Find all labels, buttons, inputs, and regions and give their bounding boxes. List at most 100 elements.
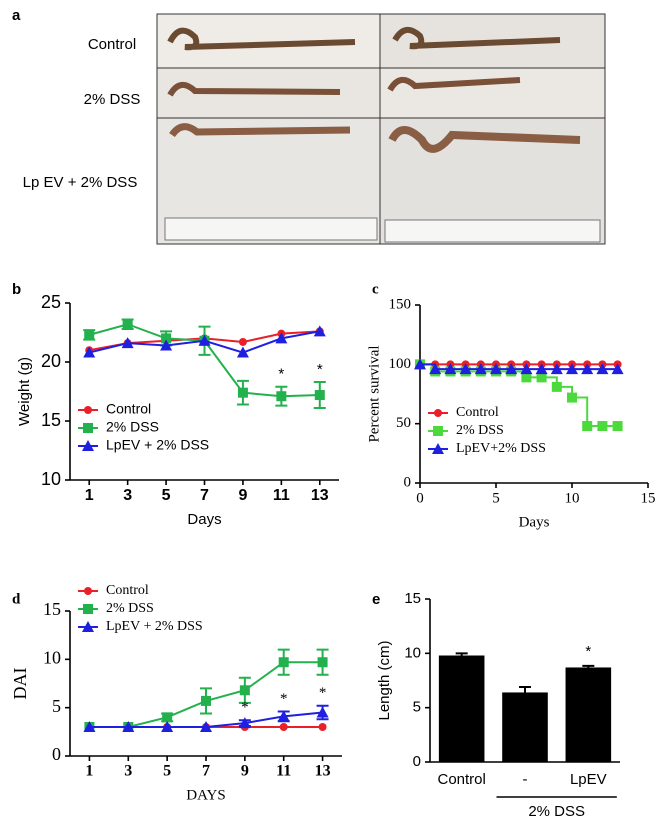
x-tick-label: - [523, 771, 528, 788]
marker [433, 426, 443, 436]
marker [597, 421, 608, 432]
annotation: * [241, 700, 249, 716]
marker [277, 710, 290, 722]
panel-label: c [372, 281, 379, 297]
x-tick-label: 5 [163, 763, 171, 780]
y-tick-label: 5 [413, 699, 421, 716]
marker [474, 363, 487, 375]
marker [596, 363, 609, 375]
marker [162, 712, 173, 723]
colon [388, 126, 581, 153]
marker [238, 717, 251, 729]
marker [201, 695, 211, 706]
y-tick-label: 10 [43, 647, 61, 667]
panel-label: a [12, 7, 21, 24]
legend-label: 2% DSS [456, 423, 504, 438]
marker [429, 363, 442, 375]
y-tick-label: 10 [41, 469, 61, 489]
ruler [384, 219, 601, 243]
y-tick-label: 25 [41, 292, 61, 312]
marker [198, 334, 211, 346]
marker [279, 723, 288, 731]
x-tick-label: 1 [85, 487, 94, 504]
marker [121, 337, 134, 349]
marker [505, 363, 518, 375]
y-tick-label: 0 [413, 753, 421, 770]
ruler [164, 217, 378, 241]
row-label: Control [88, 36, 136, 53]
marker [612, 421, 623, 432]
marker [314, 390, 325, 401]
marker [83, 721, 96, 732]
x-tick-label: 5 [492, 490, 500, 506]
y-tick-label: 150 [389, 296, 412, 312]
x-tick-label: 3 [123, 487, 132, 504]
x-tick-label: 3 [124, 763, 132, 780]
panel-label: d [12, 591, 21, 607]
error-bar [455, 652, 468, 656]
marker [239, 685, 250, 696]
row-label: 2% DSS [84, 91, 141, 108]
annotation: * [278, 366, 284, 383]
marker [83, 346, 96, 358]
marker [83, 604, 93, 614]
colon [169, 123, 351, 138]
legend-label: 2% DSS [106, 601, 154, 616]
legend-label: Control [106, 583, 149, 598]
marker [536, 372, 547, 383]
marker [490, 363, 502, 375]
colon [387, 77, 521, 92]
x-tick-label: 13 [311, 487, 329, 504]
x-tick-label: 11 [273, 487, 290, 504]
y-tick-label: 10 [404, 644, 421, 661]
x-tick-label: 13 [315, 763, 331, 780]
y-tick-label: 5 [52, 696, 61, 716]
marker [237, 387, 248, 398]
marker [434, 409, 442, 417]
marker [551, 381, 562, 392]
x-tick-label: 7 [202, 763, 210, 780]
marker [444, 363, 457, 375]
panel-label: b [12, 281, 21, 298]
x-tick-label: 1 [85, 763, 93, 780]
marker [317, 657, 328, 668]
error-bar [519, 686, 531, 693]
marker [535, 363, 548, 375]
marker [84, 406, 92, 414]
marker [521, 372, 532, 383]
marker [84, 329, 95, 340]
chart: e 0 5 10 15 Length (cm) Control - LpEV 2% DSS * [372, 590, 620, 820]
x-tick-label: 10 [565, 490, 580, 506]
annotation: * [319, 685, 327, 701]
x-tick-label: 9 [241, 763, 249, 780]
panel-label: e [372, 591, 380, 608]
annotation: * [585, 643, 591, 660]
panel-a: a Control 2% DSS Lp EV + 2% DSS [12, 7, 606, 245]
bar [438, 655, 485, 762]
y-tick-label: 20 [41, 351, 61, 371]
x-tick-label: 15 [641, 490, 656, 506]
marker [161, 333, 172, 344]
marker [160, 339, 173, 351]
marker [238, 337, 247, 346]
marker [82, 440, 94, 451]
error-bar [582, 664, 595, 668]
y-tick-label: 15 [41, 410, 61, 430]
legend-label: LpEV + 2% DSS [106, 437, 209, 453]
marker [318, 723, 327, 731]
y-tick-label: 0 [52, 744, 61, 764]
marker [84, 587, 92, 595]
marker [275, 332, 288, 344]
marker [161, 721, 174, 732]
colon [392, 27, 561, 50]
marker [236, 346, 249, 358]
marker [432, 443, 444, 454]
x-tick-label: 0 [416, 490, 424, 506]
legend-label: Control [456, 405, 499, 420]
marker [459, 363, 472, 375]
y-tick-label: 0 [404, 474, 412, 490]
bar [565, 667, 612, 762]
